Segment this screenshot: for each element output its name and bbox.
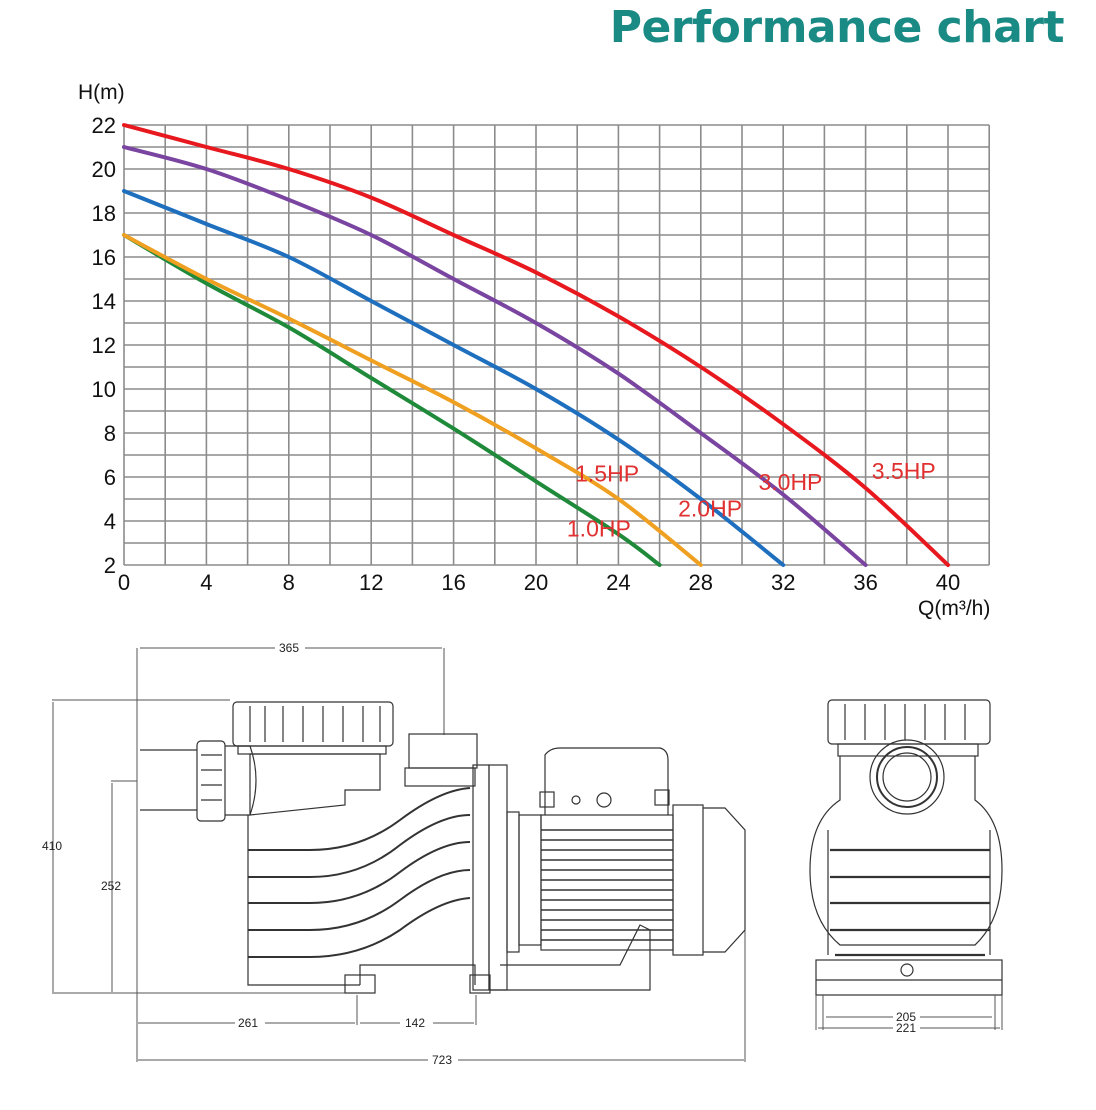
y-tick: 20 — [92, 157, 116, 182]
y-tick: 12 — [92, 333, 116, 358]
x-tick: 28 — [689, 570, 713, 595]
end-view — [809, 699, 1003, 1030]
y-tick: 22 — [92, 113, 116, 138]
dim-410: 410 — [42, 839, 62, 853]
dim-365: 365 — [279, 641, 299, 655]
side-view — [52, 647, 746, 1062]
y-tick: 10 — [92, 377, 116, 402]
y-tick: 6 — [104, 465, 116, 490]
x-tick: 12 — [359, 570, 383, 595]
x-tick: 20 — [524, 570, 548, 595]
y-tick: 18 — [92, 201, 116, 226]
chart-grid — [123, 124, 991, 566]
side-view-dimensions: 365 410 252 261 142 723 — [42, 641, 452, 1067]
page-title: Performance chart — [609, 2, 1065, 53]
x-tick: 16 — [441, 570, 465, 595]
dim-252: 252 — [101, 879, 121, 893]
series-label: 1.0HP — [567, 515, 631, 541]
x-tick: 36 — [853, 570, 877, 595]
y-tick: 8 — [104, 421, 116, 446]
x-tick: 40 — [936, 570, 960, 595]
series-label: 1.5HP — [575, 460, 639, 486]
series-labels: 1.0HP 1.5HP 2.0HP 3.0HP 3.5HP — [567, 458, 936, 541]
y-tick: 4 — [104, 509, 116, 534]
x-tick: 32 — [771, 570, 795, 595]
curve-3-0hp — [122, 145, 868, 567]
dim-205: 205 — [896, 1010, 916, 1024]
end-view-dimensions: 205 221 — [896, 1010, 916, 1035]
series-label: 3.5HP — [872, 458, 936, 484]
x-tick: 24 — [606, 570, 630, 595]
dim-142: 142 — [405, 1016, 425, 1030]
x-tick: 0 — [118, 570, 130, 595]
y-tick: 14 — [92, 289, 116, 314]
series-label: 3.0HP — [758, 469, 822, 495]
x-axis-label: Q(m³/h) — [918, 597, 990, 620]
curve-3-5hp — [122, 123, 950, 567]
dim-221: 221 — [896, 1021, 916, 1035]
dim-261: 261 — [238, 1016, 258, 1030]
curve-1-5hp — [122, 233, 703, 567]
y-tick: 16 — [92, 245, 116, 270]
y-axis-label: H(m) — [78, 81, 125, 104]
x-tick: 8 — [283, 570, 295, 595]
y-tick: 2 — [104, 553, 116, 578]
series-label: 2.0HP — [678, 496, 742, 522]
chart-curves — [122, 123, 950, 567]
x-tick: 4 — [200, 570, 212, 595]
curve-2-0hp — [122, 189, 786, 567]
dim-723: 723 — [432, 1053, 452, 1067]
curve-1-0hp — [122, 233, 662, 567]
